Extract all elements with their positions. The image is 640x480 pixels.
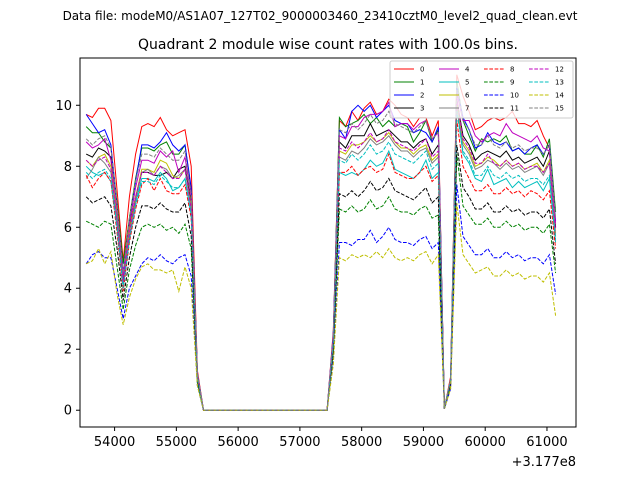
x-tick-label: 54000 [94, 435, 135, 450]
chart-title: Quadrant 2 module wise count rates with … [138, 37, 518, 53]
x-tick-label: 60000 [465, 435, 506, 450]
x-tick-label: 58000 [341, 435, 382, 450]
series-line-10 [85, 184, 557, 411]
legend-label-0: 0 [420, 66, 424, 74]
x-tick-label: 59000 [403, 435, 444, 450]
legend-label-8: 8 [510, 66, 514, 74]
legend-label-9: 9 [510, 79, 514, 87]
x-tick-label: 57000 [279, 435, 320, 450]
legend-label-7: 7 [465, 105, 469, 113]
plot-area [85, 74, 557, 411]
series-line-1 [85, 80, 557, 411]
x-tick-label: 61000 [526, 435, 567, 450]
series-line-2 [85, 86, 557, 411]
legend-label-11: 11 [510, 105, 519, 113]
legend-label-13: 13 [555, 79, 564, 87]
x-tick-label: 56000 [217, 435, 258, 450]
legend-label-2: 2 [420, 92, 424, 100]
y-tick-label: 0 [64, 404, 72, 419]
legend-box [389, 60, 574, 119]
legend-label-15: 15 [555, 105, 564, 113]
x-offset-label: +3.177e8 [512, 455, 576, 470]
legend-label-3: 3 [420, 105, 424, 113]
series-line-13 [85, 111, 557, 411]
suptitle: Data file: modeM0/AS1A07_127T02_90000034… [63, 9, 578, 23]
legend-label-12: 12 [555, 66, 564, 74]
series-line-0 [85, 74, 557, 411]
series-line-9 [85, 154, 557, 411]
series-line-15 [85, 83, 557, 411]
y-tick-label: 10 [55, 99, 72, 114]
legend-label-10: 10 [510, 92, 519, 100]
x-tick-label: 55000 [156, 435, 197, 450]
legend-label-1: 1 [420, 79, 424, 87]
legend-label-6: 6 [465, 92, 470, 100]
y-tick-label: 6 [64, 221, 72, 236]
y-axis: 0 2 4 6 8 10 [55, 99, 80, 419]
y-tick-label: 2 [64, 343, 72, 358]
series-line-14 [85, 202, 557, 411]
legend-label-5: 5 [465, 79, 469, 87]
series-line-8 [85, 120, 557, 411]
axes-frame [79, 57, 577, 428]
legend-label-14: 14 [555, 92, 564, 100]
series-line-7 [85, 108, 557, 411]
y-tick-label: 8 [64, 160, 72, 175]
x-axis: 54000 55000 56000 57000 58000 59000 60000 61000 [94, 427, 568, 450]
legend-label-4: 4 [465, 66, 470, 74]
y-tick-label: 4 [64, 282, 72, 297]
